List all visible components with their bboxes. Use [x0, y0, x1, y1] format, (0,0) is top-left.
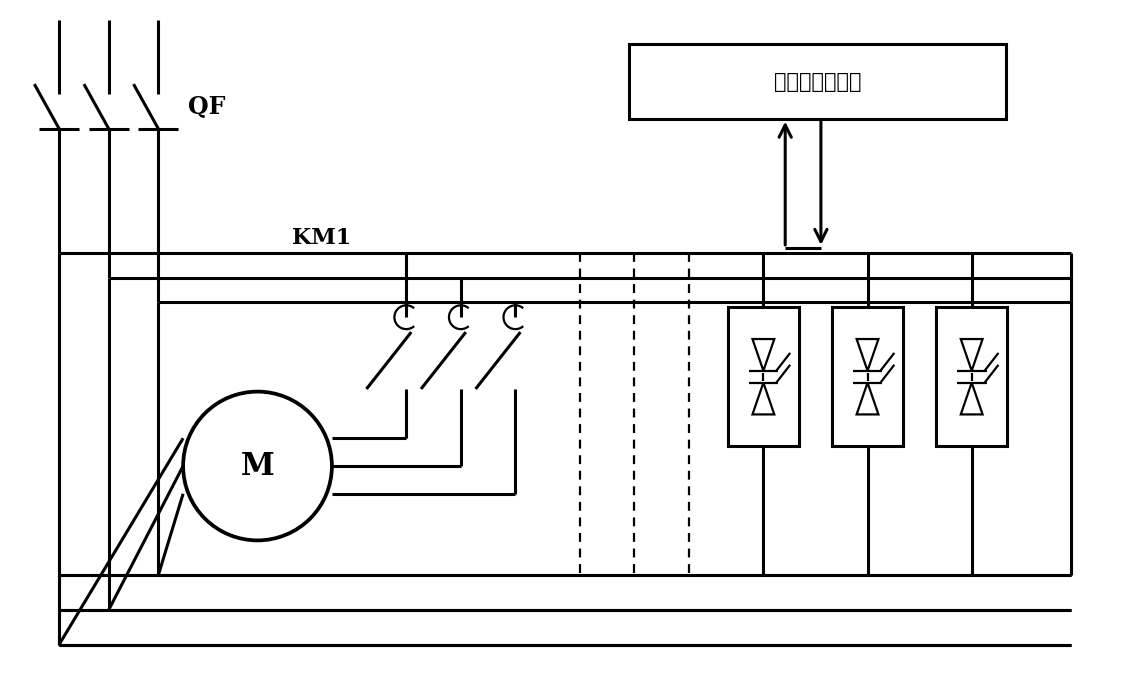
Text: QF: QF [188, 95, 225, 119]
Text: M: M [241, 451, 275, 482]
Bar [831, 307, 904, 446]
Text: KM1: KM1 [292, 227, 352, 249]
Bar [630, 45, 1007, 119]
Bar [727, 307, 800, 446]
Bar [936, 307, 1008, 446]
Text: 检测与主控单元: 检测与主控单元 [775, 71, 862, 91]
